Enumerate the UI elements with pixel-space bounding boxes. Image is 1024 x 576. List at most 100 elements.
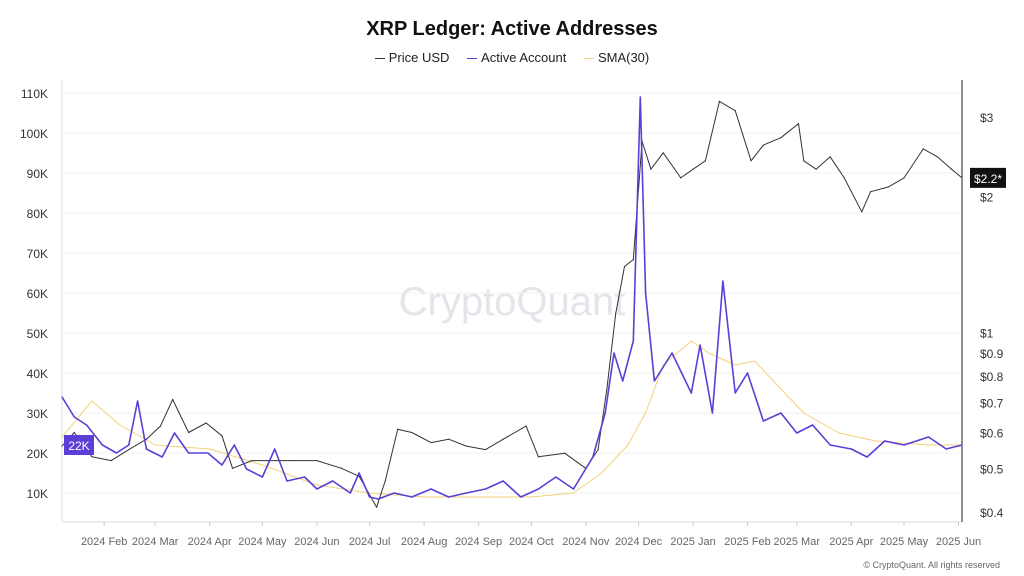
- data-point: [172, 398, 174, 401]
- data-point: [869, 191, 872, 193]
- data-point: [734, 364, 736, 366]
- data-point: [295, 459, 297, 462]
- y-tick-label-right: $2: [980, 191, 994, 205]
- y-tick-label-left: 110K: [21, 87, 48, 101]
- data-point: [815, 168, 817, 170]
- data-point: [811, 424, 814, 426]
- data-point: [411, 496, 413, 498]
- current-active-label: 22K: [68, 439, 89, 453]
- legend-swatch: [583, 58, 594, 60]
- data-point: [286, 480, 288, 482]
- data-point: [136, 400, 139, 402]
- x-tick-label: 2024 Dec: [615, 536, 663, 548]
- data-point: [231, 467, 234, 469]
- data-point: [887, 186, 889, 188]
- legend-label: SMA(30): [597, 50, 650, 65]
- data-point: [903, 177, 905, 179]
- y-tick-label-right: $0.6: [980, 427, 1004, 441]
- data-point: [632, 258, 634, 261]
- watermark: CryptoQuant: [399, 280, 626, 324]
- x-tick-label: 2025 Jun: [936, 536, 981, 548]
- data-point: [537, 456, 539, 458]
- data-point: [653, 380, 655, 382]
- data-point: [690, 392, 692, 394]
- data-point: [384, 479, 387, 481]
- data-point: [358, 475, 360, 477]
- x-tick-label: 2025 Feb: [724, 536, 770, 548]
- data-point: [797, 123, 800, 125]
- data-point: [650, 168, 652, 170]
- data-point: [762, 420, 764, 422]
- legend-item-active-account[interactable]: Active Account: [467, 50, 566, 65]
- data-point: [639, 96, 641, 98]
- y-tick-label-left: 80K: [27, 207, 48, 221]
- data-point: [555, 476, 557, 478]
- legend-item-sma[interactable]: SMA(30): [583, 50, 650, 65]
- data-point: [850, 448, 852, 450]
- data-point: [393, 492, 395, 494]
- copyright: © CryptoQuant. All rights reserved: [863, 560, 1000, 570]
- data-point: [430, 441, 432, 444]
- data-point: [61, 396, 63, 398]
- data-point: [349, 492, 351, 494]
- data-point: [803, 412, 805, 414]
- data-point: [187, 452, 190, 454]
- data-point: [615, 313, 617, 315]
- data-point: [128, 448, 130, 451]
- data-point: [115, 452, 118, 454]
- legend-item-price[interactable]: Price USD: [374, 50, 449, 65]
- data-point: [502, 438, 504, 440]
- x-tick-label: 2025 Jan: [670, 536, 715, 548]
- data-point: [274, 448, 276, 450]
- data-point: [622, 380, 624, 382]
- data-point: [875, 440, 877, 442]
- data-point: [245, 468, 248, 470]
- data-point: [86, 424, 88, 426]
- data-point: [632, 340, 634, 342]
- data-point: [376, 506, 378, 508]
- data-point: [369, 496, 371, 498]
- x-tick-label: 2024 Nov: [562, 536, 610, 548]
- x-tick-label: 2024 Jul: [349, 536, 391, 548]
- data-point: [780, 412, 782, 414]
- data-point: [465, 445, 467, 447]
- data-point: [623, 265, 626, 268]
- x-tick-label: 2024 Apr: [188, 536, 232, 548]
- data-point: [838, 432, 840, 434]
- data-point: [718, 100, 721, 102]
- data-point: [746, 372, 749, 374]
- x-tick-label: 2025 Apr: [829, 536, 873, 548]
- data-point: [866, 456, 868, 458]
- data-point: [843, 177, 845, 179]
- data-point: [644, 412, 647, 414]
- data-point: [692, 168, 694, 170]
- legend-swatch: [374, 58, 385, 60]
- data-point: [478, 496, 480, 498]
- data-point: [358, 472, 360, 474]
- data-point: [530, 496, 532, 498]
- data-point: [233, 444, 235, 446]
- data-point: [680, 177, 682, 179]
- data-point: [753, 360, 756, 362]
- y-tick-label-left: 60K: [27, 287, 48, 301]
- data-point: [502, 480, 504, 482]
- data-point: [423, 496, 425, 498]
- data-point: [73, 416, 75, 418]
- data-point: [159, 425, 162, 427]
- data-point: [448, 496, 450, 498]
- data-point: [91, 400, 93, 402]
- chart-title: XRP Ledger: Active Addresses: [366, 18, 658, 40]
- data-point: [316, 488, 318, 490]
- data-point: [662, 152, 664, 154]
- data-point: [829, 156, 831, 158]
- data-point: [627, 444, 629, 446]
- data-point: [340, 467, 343, 469]
- y-tick-label-right: $0.9: [980, 347, 1004, 361]
- x-tick-label: 2024 Sep: [455, 536, 502, 548]
- data-point: [261, 464, 263, 466]
- data-point: [928, 444, 930, 446]
- data-point: [597, 448, 599, 451]
- data-point: [722, 280, 724, 282]
- current-active-badge: [64, 435, 94, 455]
